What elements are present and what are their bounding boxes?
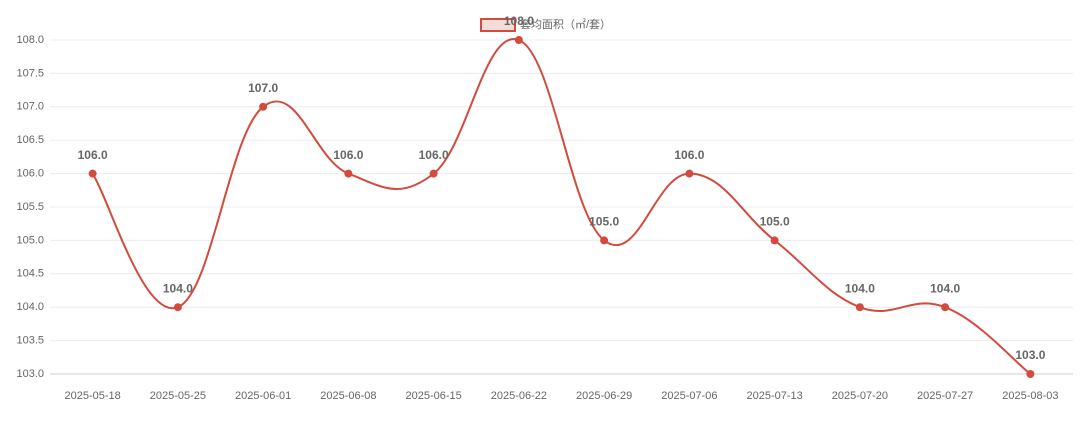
point [429, 169, 438, 178]
y-tick-label: 106.0 [16, 168, 44, 180]
value-label: 105.0 [760, 215, 790, 229]
point [514, 36, 523, 44]
x-tick-label: 2025-06-15 [405, 390, 461, 402]
y-tick-label: 103.0 [16, 368, 44, 380]
value-label: 106.0 [419, 148, 449, 162]
point [1026, 370, 1035, 378]
value-label: 104.0 [163, 281, 193, 295]
value-label: 103.0 [1015, 348, 1045, 362]
value-label: 104.0 [930, 281, 960, 295]
x-tick-label: 2025-08-03 [1002, 390, 1058, 402]
legend-label: 套均面积（㎡/套） [520, 18, 611, 31]
y-tick-label: 107.5 [16, 67, 44, 79]
x-tick-label: 2025-07-20 [832, 390, 888, 402]
legend-swatch [480, 18, 516, 32]
y-tick-label: 105.0 [16, 234, 44, 246]
x-tick-label: 2025-07-06 [661, 390, 717, 402]
value-label: 106.0 [674, 148, 704, 162]
value-label: 105.0 [589, 215, 619, 229]
point [941, 303, 950, 312]
point [600, 236, 609, 245]
point [685, 169, 694, 178]
y-tick-label: 104.0 [16, 301, 44, 313]
y-tick-label: 103.5 [16, 335, 44, 347]
value-label: 104.0 [845, 281, 875, 295]
line [91, 38, 1031, 375]
x-tick-label: 2025-06-01 [235, 390, 291, 402]
point [770, 236, 779, 245]
x-tick-label: 2025-06-29 [576, 390, 632, 402]
x-tick-label: 2025-05-18 [64, 390, 120, 402]
x-tick-label: 2025-06-08 [320, 390, 376, 402]
point [855, 303, 864, 312]
x-tick-label: 2025-05-25 [150, 390, 206, 402]
y-tick-label: 104.5 [16, 268, 44, 280]
point [88, 169, 97, 178]
point [344, 169, 353, 178]
point [259, 102, 268, 111]
value-label: 106.0 [78, 148, 108, 162]
x-tick-label: 2025-07-13 [746, 390, 802, 402]
x-tick-label: 2025-07-27 [917, 390, 973, 402]
y-tick-label: 105.5 [16, 201, 44, 213]
y-tick-label: 107.0 [16, 101, 44, 113]
value-label: 107.0 [248, 81, 278, 95]
point [173, 303, 182, 312]
value-label: 106.0 [333, 148, 363, 162]
y-tick-label: 106.5 [16, 134, 44, 146]
x-tick-label: 2025-06-22 [491, 390, 547, 402]
y-tick-label: 108.0 [16, 34, 44, 46]
value-label: 108.0 [504, 14, 534, 28]
